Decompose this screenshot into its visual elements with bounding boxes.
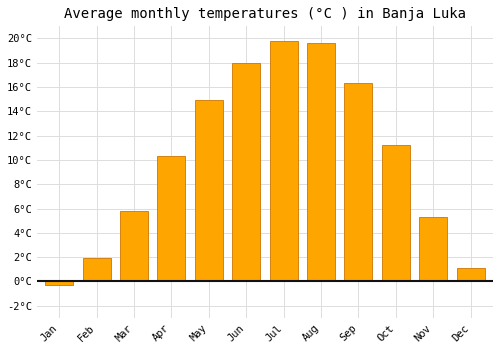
Bar	[195, 100, 223, 281]
Bar	[419, 217, 447, 281]
Bar	[232, 63, 260, 281]
Bar	[120, 211, 148, 281]
Bar	[307, 43, 335, 281]
Title: Average monthly temperatures (°C ) in Banja Luka: Average monthly temperatures (°C ) in Ba…	[64, 7, 466, 21]
Bar	[82, 258, 110, 281]
Bar	[270, 41, 297, 281]
Bar	[382, 145, 410, 281]
Bar	[456, 268, 484, 281]
Bar	[45, 281, 74, 285]
Bar	[344, 83, 372, 281]
Bar	[158, 156, 186, 281]
